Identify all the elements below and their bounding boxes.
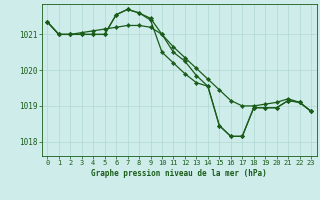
X-axis label: Graphe pression niveau de la mer (hPa): Graphe pression niveau de la mer (hPa) [91, 169, 267, 178]
